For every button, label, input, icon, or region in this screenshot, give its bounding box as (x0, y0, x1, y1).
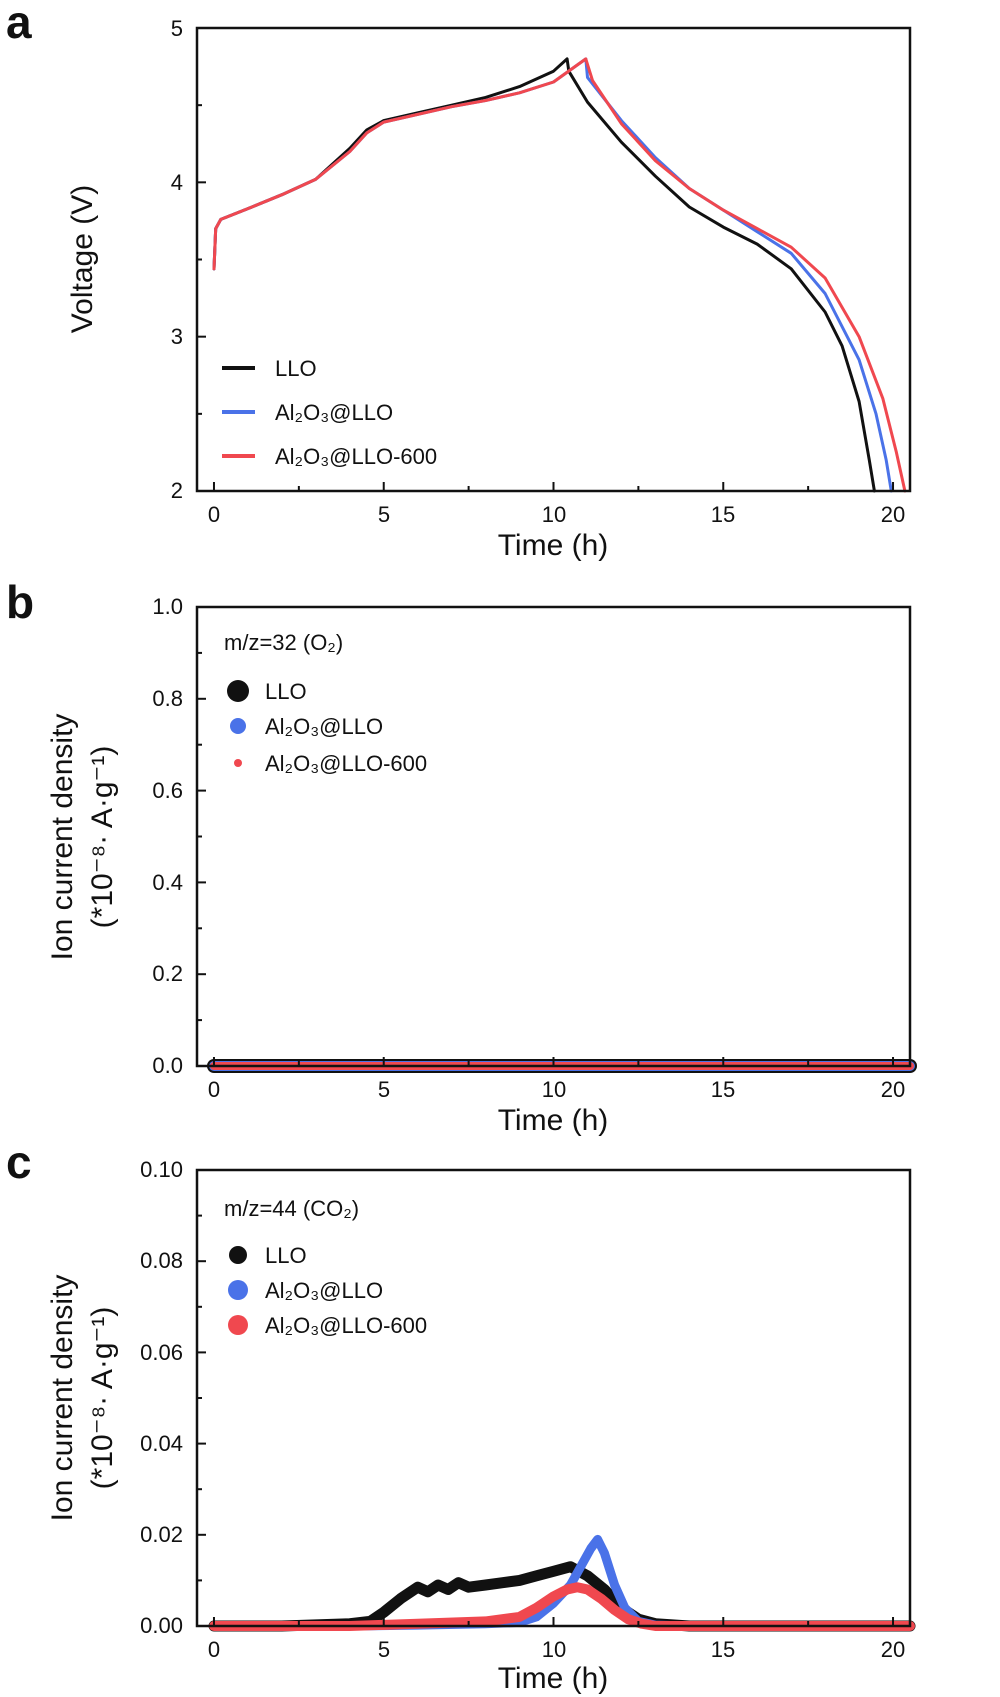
panel-a-legend-label: Al₂O₃@LLO (275, 400, 393, 425)
panel-c-xtick-label: 15 (711, 1637, 735, 1662)
panel-b-legend-label: Al₂O₃@LLO (265, 714, 383, 739)
panel-c-legend: LLO Al₂O₃@LLO Al₂O₃@LLO-600 (228, 1243, 427, 1338)
panel-a-legend-label: LLO (275, 356, 317, 381)
panel-b-xtick-label: 15 (711, 1077, 735, 1102)
panel-c-xtick-label: 10 (542, 1637, 566, 1662)
legend-dot-al2o3-llo-600 (234, 759, 242, 767)
panel-c-mz-note: m/z=44 (CO₂) (224, 1196, 359, 1221)
panel-b-ytick-label: 0.6 (152, 778, 183, 803)
panel-c-legend-label: Al₂O₃@LLO (265, 1278, 383, 1303)
panel-b: b 0.0 0.2 0.4 0.6 0.8 1.0 0 5 10 15 20 T… (6, 576, 917, 1137)
panel-b-letter: b (6, 576, 34, 628)
panel-a-series (212, 57, 907, 493)
panel-c-letter: c (6, 1136, 32, 1188)
series-al2o3-llo-600 (209, 1582, 915, 1631)
panel-b-legend-label: LLO (265, 679, 307, 704)
panel-b-plot-frame (195, 605, 912, 1068)
legend-dot-al2o3-llo (228, 1280, 248, 1300)
panel-c-plot-frame (195, 1168, 912, 1628)
panel-a-xtick-label: 20 (881, 502, 905, 527)
panel-b-xtick-label: 20 (881, 1077, 905, 1102)
panel-a-xlabel: Time (h) (498, 529, 609, 562)
panel-a-letter: a (6, 0, 32, 48)
panel-a-ytick-label: 2 (171, 478, 183, 503)
panel-c: c 0.00 0.02 0.04 0.06 0.08 0.10 0 5 10 1… (6, 1136, 916, 1695)
panel-a-ylabel: Voltage (V) (66, 185, 99, 333)
panel-c-legend-label: LLO (265, 1243, 307, 1268)
panel-a-ytick-label: 4 (171, 170, 183, 195)
panel-c-xlabel: Time (h) (498, 1662, 609, 1695)
panel-b-legend-label: Al₂O₃@LLO-600 (265, 751, 427, 776)
panel-a-xtick-label: 15 (711, 502, 735, 527)
series-al2o3-llo (209, 1534, 915, 1631)
panel-b-ytick-label: 0.2 (152, 961, 183, 986)
panel-c-ytick-label: 0.08 (140, 1248, 183, 1273)
panel-b-ticks (197, 606, 895, 1067)
panel-b-xlabel: Time (h) (498, 1104, 609, 1137)
panel-c-xtick-label: 20 (881, 1637, 905, 1662)
panel-c-xtick-label: 0 (208, 1637, 220, 1662)
series-llo (212, 57, 876, 493)
panel-a-legend-label: Al₂O₃@LLO-600 (275, 444, 437, 469)
panel-b-ylabel-units: (*10⁻⁸· A·g⁻¹) (86, 746, 119, 929)
panel-b-xtick-label: 5 (378, 1077, 390, 1102)
panel-c-ytick-label: 0.00 (140, 1613, 183, 1638)
panel-a-ytick-label: 3 (171, 324, 183, 349)
legend-dot-al2o3-llo (230, 718, 246, 734)
panel-b-ytick-label: 1.0 (152, 594, 183, 619)
panel-c-legend-label: Al₂O₃@LLO-600 (265, 1313, 427, 1338)
panel-b-ytick-label: 0.0 (152, 1053, 183, 1078)
panel-c-ytick-label: 0.06 (140, 1340, 183, 1365)
panel-a-xtick-label: 5 (378, 502, 390, 527)
panel-a-ticks (197, 27, 895, 492)
panel-a-xtick-label: 0 (208, 502, 220, 527)
panel-c-ticks (197, 1169, 895, 1627)
panel-b-xtick-label: 0 (208, 1077, 220, 1102)
panel-a-xtick-label: 10 (542, 502, 566, 527)
legend-dot-llo (229, 1246, 247, 1264)
panel-c-ytick-label: 0.04 (140, 1431, 183, 1456)
panel-b-ytick-label: 0.8 (152, 686, 183, 711)
panel-a-ytick-label: 5 (171, 16, 183, 41)
panel-c-xtick-label: 5 (378, 1637, 390, 1662)
panel-b-ylabel: Ion current density (46, 714, 79, 961)
panel-b-xtick-label: 10 (542, 1077, 566, 1102)
panel-b-mz-note: m/z=32 (O₂) (224, 630, 343, 655)
panel-c-ytick-label: 0.02 (140, 1522, 183, 1547)
panel-c-ytick-label: 0.10 (140, 1157, 183, 1182)
panel-b-ytick-label: 0.4 (152, 870, 183, 895)
panel-c-series (208, 1534, 916, 1632)
legend-dot-al2o3-llo-600 (228, 1315, 248, 1335)
panel-b-legend: LLO Al₂O₃@LLO Al₂O₃@LLO-600 (227, 679, 427, 776)
series-al2o3-llo-600 (212, 57, 907, 493)
series-al2o3-llo (212, 57, 893, 493)
panel-c-ylabel-units: (*10⁻⁸· A·g⁻¹) (86, 1307, 119, 1490)
legend-dot-llo (227, 680, 249, 702)
panel-c-ylabel: Ion current density (46, 1275, 79, 1522)
panel-a-legend: LLO Al₂O₃@LLO Al₂O₃@LLO-600 (222, 356, 437, 469)
panel-a: a 2 3 4 5 0 5 10 15 20 Time (h) Voltage … (6, 0, 912, 562)
